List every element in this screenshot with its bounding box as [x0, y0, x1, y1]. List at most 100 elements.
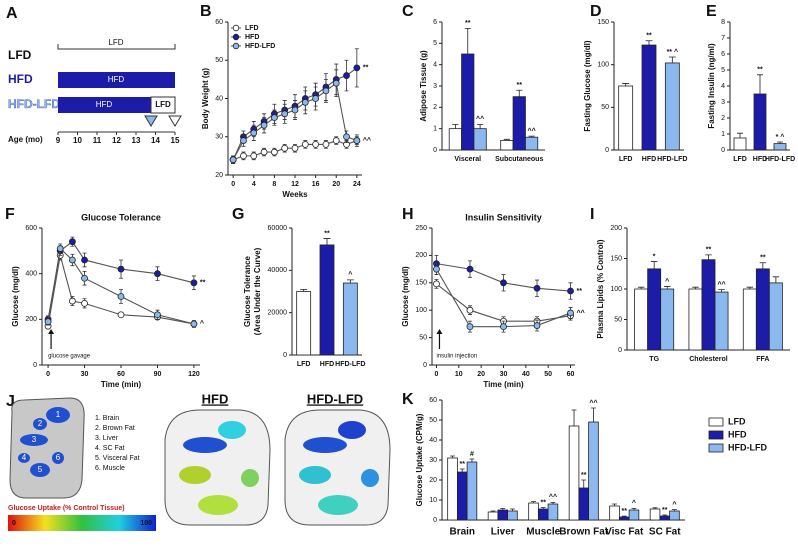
x-tick-label: LFD	[297, 361, 311, 368]
x-tick-label: 0	[435, 371, 439, 378]
x-tick-label: Subcutaneous	[495, 156, 543, 163]
bar	[461, 53, 475, 151]
error-bar	[757, 74, 763, 94]
organ	[18, 453, 30, 463]
bar	[660, 288, 675, 351]
organ-label: 2. Brown Fat	[95, 425, 135, 432]
y-tick-label: 400	[25, 271, 37, 278]
bar	[618, 516, 630, 521]
x-tick-label: 20	[332, 181, 340, 188]
point	[332, 137, 340, 144]
note: glucose gavage	[48, 354, 91, 360]
point	[567, 287, 574, 295]
end-label: **	[363, 65, 369, 72]
error-bar	[777, 141, 783, 144]
bar	[319, 244, 335, 356]
error-bar	[645, 40, 653, 46]
bar	[448, 128, 462, 151]
bar-label: LFD	[155, 100, 171, 109]
end-label: **	[200, 280, 206, 287]
organ-number: 4	[22, 453, 27, 462]
significance: **	[760, 255, 766, 262]
point	[190, 320, 198, 328]
point	[281, 110, 289, 118]
error-bar	[672, 509, 677, 511]
y-tick-label: 100	[597, 62, 609, 69]
y-tick-label: 4	[433, 62, 437, 69]
end-label: ^^	[363, 136, 371, 144]
y-tick-label: 100	[415, 307, 427, 314]
legend-swatch	[708, 417, 724, 427]
error-bar	[450, 455, 455, 458]
point	[322, 87, 330, 95]
panel-label: I	[590, 206, 594, 223]
error-bar	[516, 89, 523, 97]
significance: ^^	[528, 127, 536, 135]
point	[466, 323, 474, 331]
significance: ^^	[476, 115, 484, 123]
y-tick-label: 150	[415, 280, 427, 287]
x-tick-label: 40	[522, 371, 530, 378]
end-label: **	[577, 288, 583, 295]
point	[312, 140, 320, 148]
x-tick-label: HFD	[753, 156, 767, 163]
y-axis-label: Plasma Lipids (% Control)	[596, 239, 605, 338]
mouse	[9, 397, 85, 499]
y-tick-label: 200	[415, 252, 427, 259]
age-tick-label: 15	[171, 136, 180, 145]
point	[190, 279, 198, 287]
age-tick-label: 14	[151, 136, 160, 145]
point	[270, 148, 278, 156]
x-tick-label: 20	[477, 371, 485, 378]
y-tick-label: 0	[423, 362, 427, 369]
y-tick-label: 1	[433, 126, 437, 133]
point	[81, 299, 88, 307]
panel-label: E	[706, 3, 717, 20]
y-tick-label: 40	[429, 437, 437, 444]
panel-label: F	[5, 206, 15, 223]
y-tick-label: 10	[429, 497, 437, 504]
significance: **	[541, 499, 547, 506]
error-bar	[663, 286, 671, 289]
legend-label: LFD	[728, 416, 746, 426]
organ-label: 4. SC Fat	[95, 445, 125, 452]
x-tick-label: TG	[649, 356, 659, 363]
point	[533, 284, 541, 292]
error-bar	[323, 238, 331, 245]
bar	[447, 457, 458, 521]
organ-number: 2	[38, 419, 43, 428]
row-label: LFD	[8, 48, 32, 62]
error-bar	[705, 254, 712, 260]
marker	[168, 115, 182, 127]
point	[250, 129, 258, 137]
point	[81, 256, 88, 264]
x-axis-label: Weeks	[282, 190, 308, 199]
error-bar	[692, 286, 699, 289]
error-bar	[737, 132, 743, 138]
error-bar	[637, 286, 645, 289]
error-bar	[612, 503, 617, 506]
error-bar	[631, 508, 637, 510]
y-axis-label: Glucose Uptake (CPM/g)	[415, 413, 424, 506]
x-tick-label: 16	[312, 181, 320, 188]
legend-swatch	[708, 443, 724, 453]
x-tick-label: 24	[353, 181, 361, 188]
y-tick-label: 0	[433, 517, 437, 524]
note: insulin injection	[436, 354, 477, 360]
error-bar	[718, 289, 725, 293]
point	[250, 152, 258, 160]
point	[68, 256, 76, 264]
scale-min: 0	[12, 520, 16, 527]
y-tick-label: 6	[721, 51, 725, 58]
bar-label: HFD	[96, 100, 113, 109]
point	[44, 318, 52, 326]
error-bar	[459, 468, 465, 472]
x-axis-label: Time (min)	[101, 380, 142, 389]
error-bar	[531, 501, 536, 503]
note-arrowhead	[436, 329, 443, 334]
bar	[487, 511, 499, 521]
x-tick-label: Muscle	[526, 527, 560, 538]
x-tick-label: 0	[46, 371, 50, 378]
y-tick-label: 20000	[268, 310, 288, 317]
organ-number: 3	[32, 435, 37, 444]
